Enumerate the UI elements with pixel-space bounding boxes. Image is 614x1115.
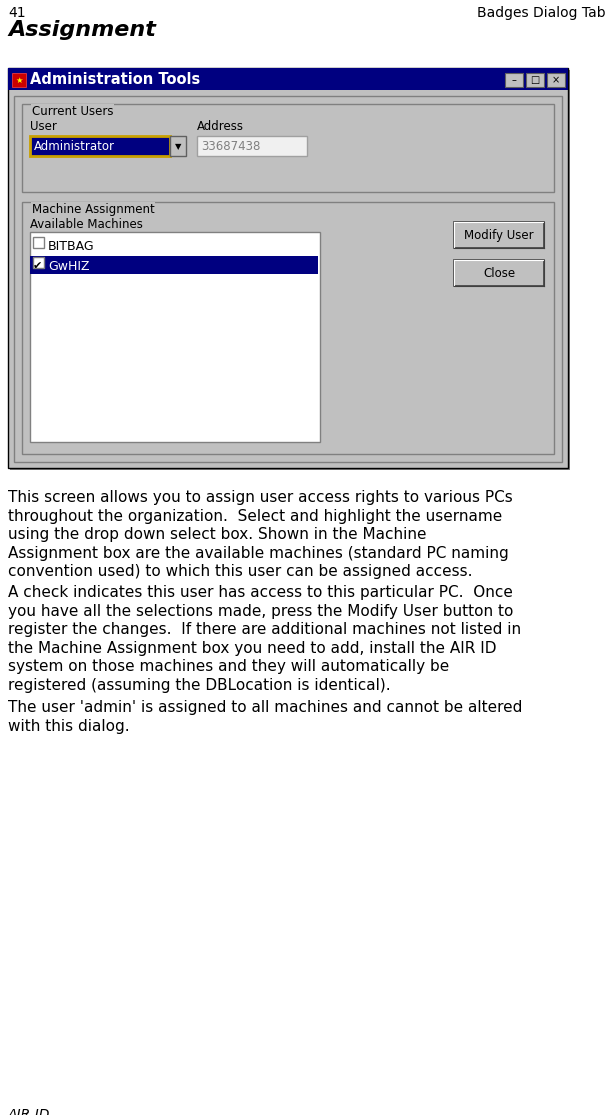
Bar [454,222,544,248]
Bar [12,72,26,87]
Text: The user 'admin' is assigned to all machines and cannot be altered
with this dia: The user 'admin' is assigned to all mach… [8,700,523,734]
Text: Badges Dialog Tab: Badges Dialog Tab [477,6,606,20]
Bar [197,136,307,156]
Text: GwHIZ: GwHIZ [48,260,90,272]
Text: Close: Close [483,266,515,280]
Text: Address: Address [197,120,244,133]
Text: AIR ID: AIR ID [8,1108,50,1115]
Bar [10,70,570,471]
Bar [170,136,186,156]
Text: Machine Assignment: Machine Assignment [32,203,155,216]
Text: A check indicates this user has access to this particular PC.  Once
you have all: A check indicates this user has access t… [8,585,521,694]
Bar [505,72,523,87]
Bar [14,96,562,462]
Bar [30,232,320,442]
Bar [547,72,565,87]
Text: This screen allows you to assign user access rights to various PCs
throughout th: This screen allows you to assign user ac… [8,489,513,580]
Text: ▼: ▼ [175,142,181,151]
Text: ★: ★ [15,76,23,85]
Text: Administration Tools: Administration Tools [30,72,200,87]
Text: –: – [511,75,516,85]
Bar [30,256,318,274]
Bar [454,260,544,287]
Bar [526,72,544,87]
Bar [8,68,568,468]
Text: User: User [30,120,57,133]
Text: Administrator: Administrator [34,140,115,153]
Bar [33,256,44,268]
Text: Assignment: Assignment [8,20,156,40]
Bar [33,237,44,248]
Bar [22,202,554,454]
Bar [8,68,568,90]
Text: 33687438: 33687438 [201,140,260,153]
Text: □: □ [530,75,540,85]
Bar [30,136,170,156]
Text: Current Users: Current Users [32,105,114,118]
Text: BITBAG: BITBAG [48,240,95,252]
Text: Available Machines: Available Machines [30,219,143,231]
Text: ×: × [552,75,560,85]
Bar [22,104,554,192]
Text: ✔: ✔ [33,261,42,271]
Text: 41: 41 [8,6,26,20]
Text: Modify User: Modify User [464,229,534,242]
